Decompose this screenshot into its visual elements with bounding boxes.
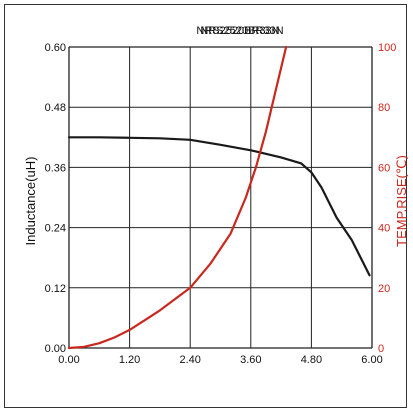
y-left-tick-label: 0.48: [45, 102, 66, 114]
series-layer: [67, 45, 371, 350]
y-left-tick-label: 0.60: [45, 42, 66, 54]
x-tick-label: 1.20: [119, 354, 140, 366]
y-right-tick-labels: 0 20 40 60 80 100: [378, 42, 396, 355]
y-right-tick-label: 60: [378, 162, 390, 174]
inductance-temp-chart: NRS2520BR33N NRS2520BR33N 0.00 1.20 2.40 3.…: [23, 25, 408, 366]
chart-frame: NRS2520BR33N NRS2520BR33N 0.00 1.20 2.40 3.…: [4, 4, 408, 408]
temp-rise-series-line: [67, 45, 288, 350]
x-tick-label: 2.40: [179, 354, 200, 366]
x-tick-label: 3.60: [240, 354, 261, 366]
x-tick-label: 4.80: [301, 354, 322, 366]
y-right-tick-label: 40: [378, 223, 390, 235]
y-left-tick-label: 0.24: [45, 223, 66, 235]
y-left-tick-label: 0.36: [45, 162, 66, 174]
y-right-tick-label: 100: [378, 42, 396, 54]
y-left-tick-labels: 0.00 0.12 0.24 0.36 0.48 0.60: [45, 42, 66, 355]
grid-lines: [68, 46, 373, 349]
x-tick-labels: 0.00 1.20 2.40 3.60 4.80 6.00: [58, 354, 382, 366]
chart-title-overlay: NRS2520BR33N: [200, 25, 283, 37]
y-left-tick-label: 0.00: [45, 343, 66, 355]
y-axis-left-label: Inductance(uH): [23, 157, 38, 246]
x-tick-label: 0.00: [58, 354, 79, 366]
y-right-tick-label: 80: [378, 102, 390, 114]
inductance-series-line: [67, 136, 371, 277]
chart-title: NRS2520BR33N: [196, 25, 279, 37]
y-left-tick-label: 0.12: [45, 283, 66, 295]
y-right-tick-label: 20: [378, 283, 390, 295]
y-right-tick-label: 0: [378, 343, 384, 355]
x-tick-label: 6.00: [361, 354, 382, 366]
y-axis-right-label: TEMP.RISE(℃): [394, 155, 408, 247]
